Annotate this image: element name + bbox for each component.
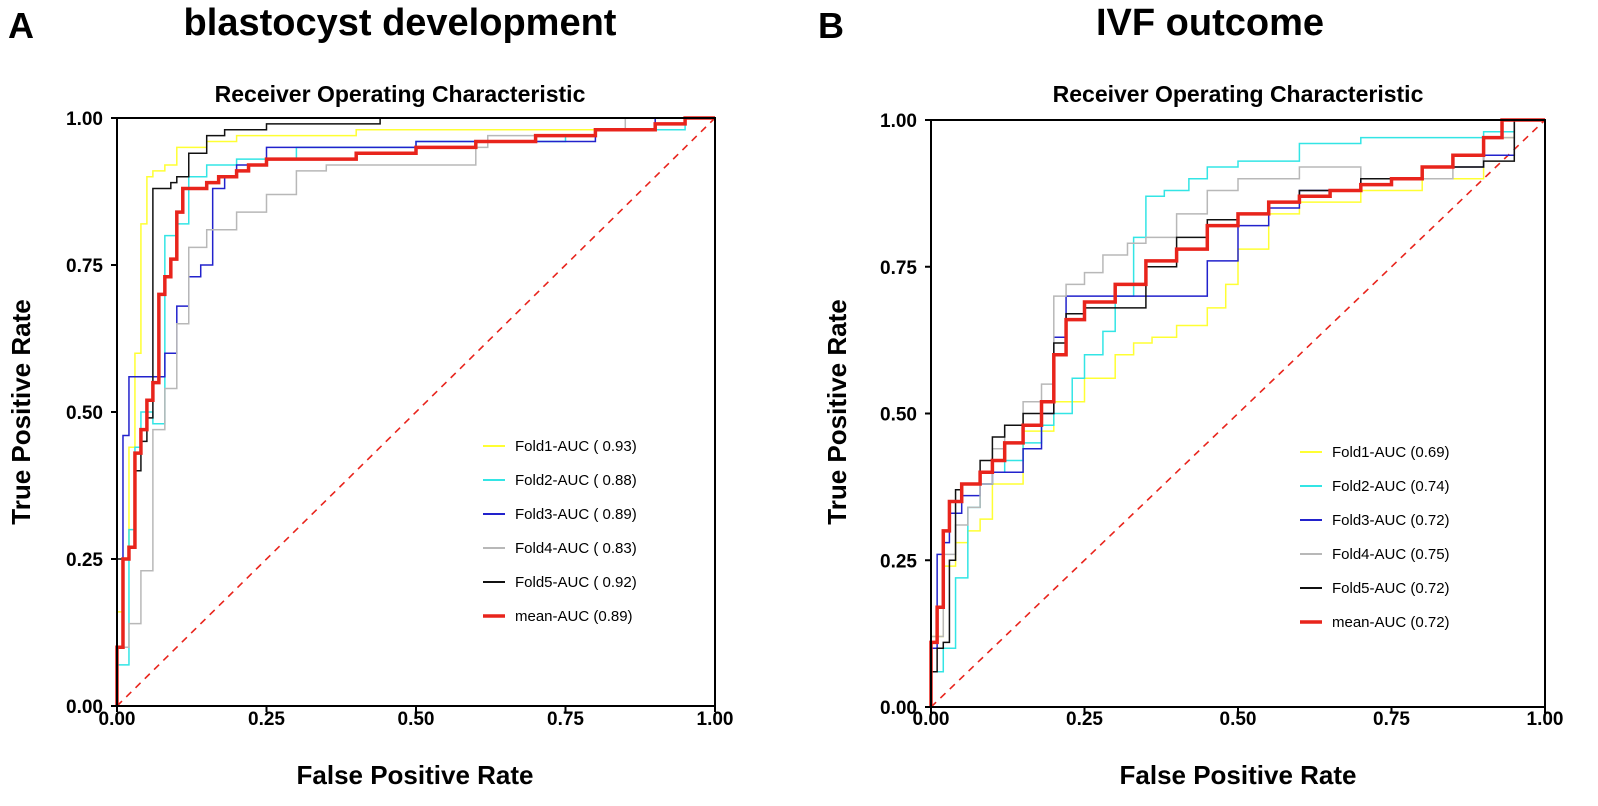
x-tick-label-a: 0.25 [248, 709, 285, 730]
panel-letter-a: A [8, 5, 34, 46]
chance-line-a [116, 117, 716, 707]
y-tick-label-b: 0.00 [880, 698, 917, 719]
x-tick-label-b: 0.75 [1373, 709, 1410, 730]
roc-curve-b-0 [930, 119, 1545, 707]
y-axis-label-b: True Positive Rate [822, 299, 852, 524]
y-tick-label-b: 0.75 [880, 258, 917, 279]
x-tick-label-a: 0.00 [99, 709, 136, 730]
y-tick-label-b: 0.50 [880, 405, 917, 426]
legend-entry-a-5: mean-AUC (0.89) [515, 608, 633, 625]
x-tick-label-b: 0.25 [1066, 709, 1103, 730]
chart-title-b: Receiver Operating Characteristic [1053, 81, 1424, 107]
y-tick-label-a: 0.25 [66, 550, 103, 571]
roc-curve-b-4 [930, 119, 1545, 707]
y-axis-label-a: True Positive Rate [6, 299, 36, 524]
legend-entry-b-5: mean-AUC (0.72) [1332, 614, 1450, 631]
x-tick-label-b: 1.00 [1527, 709, 1564, 730]
x-tick-label-b: 0.00 [913, 709, 950, 730]
x-tick-label-a: 0.50 [398, 709, 435, 730]
legend-entry-a-2: Fold3-AUC ( 0.89) [515, 506, 637, 523]
legend-entry-a-1: Fold2-AUC ( 0.88) [515, 472, 637, 489]
x-tick-label-a: 1.00 [697, 709, 734, 730]
roc-curve-b-5 [929, 118, 1545, 707]
x-tick-label-a: 0.75 [547, 709, 584, 730]
legend-entry-b-0: Fold1-AUC (0.69) [1332, 444, 1450, 461]
y-tick-label-a: 1.00 [66, 109, 103, 130]
chart-title-a: Receiver Operating Characteristic [215, 81, 586, 107]
legend-entry-b-4: Fold5-AUC (0.72) [1332, 580, 1450, 597]
x-axis-label-a: False Positive Rate [297, 760, 534, 790]
x-axis-label-b: False Positive Rate [1120, 760, 1357, 790]
y-tick-label-a: 0.00 [66, 697, 103, 718]
y-tick-label-a: 0.50 [66, 403, 103, 424]
roc-curve-a-5 [115, 116, 715, 706]
y-tick-label-a: 0.75 [66, 256, 103, 277]
legend-entry-b-3: Fold4-AUC (0.75) [1332, 546, 1450, 563]
roc-curve-a-2 [116, 117, 715, 706]
panel-title-b: IVF outcome [1096, 2, 1324, 44]
panel-a: A blastocyst development Receiver Operat… [6, 2, 733, 790]
panel-title-a: blastocyst development [184, 2, 617, 44]
chance-line-b [930, 119, 1546, 708]
roc-curve-b-3 [930, 119, 1545, 707]
legend-entry-a-4: Fold5-AUC ( 0.92) [515, 574, 637, 591]
y-tick-label-b: 1.00 [880, 111, 917, 132]
legend-entry-a-3: Fold4-AUC ( 0.83) [515, 540, 637, 557]
y-tick-label-b: 0.25 [880, 551, 917, 572]
legend-entry-b-2: Fold3-AUC (0.72) [1332, 512, 1450, 529]
legend-entry-a-0: Fold1-AUC ( 0.93) [515, 438, 637, 455]
roc-curve-a-0 [116, 117, 715, 706]
legend-entry-b-1: Fold2-AUC (0.74) [1332, 478, 1450, 495]
panel-letter-b: B [818, 5, 844, 46]
panel-b: B IVF outcome Receiver Operating Charact… [818, 2, 1563, 790]
x-tick-label-b: 0.50 [1220, 709, 1257, 730]
